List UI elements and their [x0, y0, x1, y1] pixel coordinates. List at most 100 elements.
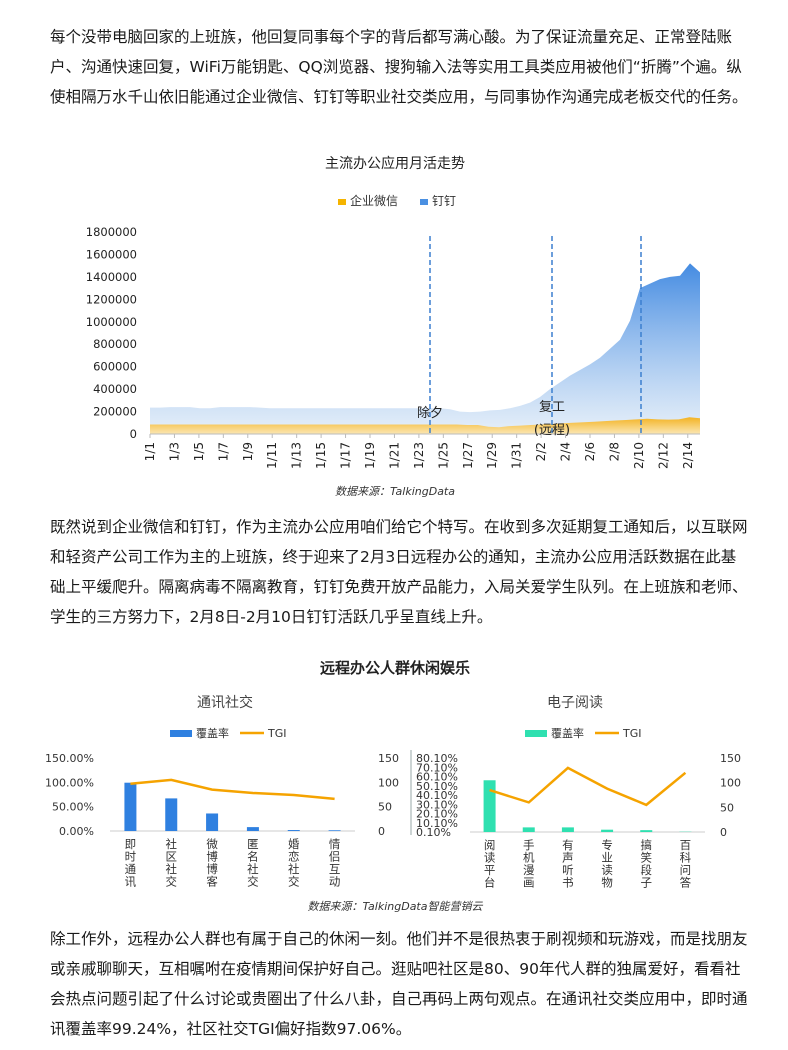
category-label-char: 恋	[288, 850, 300, 864]
category-label-char: 动	[329, 875, 341, 889]
category-label-char: 台	[484, 876, 496, 890]
bar-2	[561, 827, 574, 832]
x-tick-label: 2/8	[607, 442, 621, 461]
area-wecom	[150, 417, 700, 434]
category-label-char: 交	[247, 875, 259, 889]
category-label-char: 搞	[641, 838, 653, 852]
tgi-line	[130, 778, 335, 801]
category-label-char: 交	[288, 875, 300, 889]
bar-1	[165, 798, 178, 831]
category-label-char: 阅	[484, 838, 496, 852]
intro-paragraph: 每个没带电脑回家的上班族，他回复同事每个字的背后都写满心酸。为了保证流量充足、正…	[50, 28, 748, 106]
right-tick-label: 0	[378, 825, 385, 838]
x-tick-label: 2/14	[681, 442, 695, 469]
category-label-char: 通	[125, 862, 137, 876]
source-note-2: 数据来源：TalkingData智能营销云	[307, 900, 483, 913]
source-note-1: 数据来源：TalkingData	[334, 485, 455, 498]
left-tick-label: 30.10%	[416, 798, 458, 811]
category-label-char: 业	[601, 851, 613, 865]
category-label-char: 子	[641, 876, 653, 890]
reading-chart-title: 电子阅读	[547, 695, 603, 711]
bar-5	[328, 830, 341, 831]
y-tick-label: 1600000	[86, 247, 137, 261]
y-tick-label: 600000	[93, 360, 137, 374]
x-tick-label: 1/27	[461, 442, 475, 469]
legend-bar-label: 覆盖率	[551, 726, 584, 740]
legend-line-label: TGI	[622, 727, 642, 740]
category-label-char: 段	[641, 863, 653, 877]
category-label-char: 画	[523, 876, 535, 890]
x-tick-label: 2/2	[534, 442, 548, 461]
category-label-char: 书	[562, 876, 574, 890]
x-tick-label: 1/11	[265, 442, 279, 469]
legend-swatch-1	[420, 199, 428, 205]
y-tick-label: 200000	[93, 405, 137, 419]
bar-3	[246, 827, 259, 831]
category-label-char: 有	[562, 838, 574, 852]
bar-2	[206, 813, 219, 831]
social-chart: 覆盖率 TGI 150.00% 100.00% 50.00% 0.00% 150 100 50 0…	[45, 726, 399, 889]
category-label-char: 博	[206, 862, 218, 876]
category-label-char: 专	[601, 838, 613, 852]
y-tick-label: 1800000	[86, 225, 137, 239]
category-label-char: 社	[288, 862, 300, 876]
x-tick-label: 1/3	[167, 442, 181, 461]
x-tick-label: 1/19	[363, 442, 377, 469]
legend-swatch-0	[338, 199, 346, 205]
left-tick-label: 0.00%	[59, 825, 94, 838]
office-app-paragraph: 既然说到企业微信和钉钉，作为主流办公应用咱们给它个特写。在收到多次延期复工通知后…	[50, 518, 748, 626]
trend-chart: 企业微信 钉钉 1800000 1600000 1400000 1200000 10000…	[86, 193, 700, 469]
bar-4	[287, 830, 300, 831]
category-label-char: 婚	[288, 837, 300, 851]
category-label-char: 社	[247, 862, 259, 876]
right-tick-label: 0	[720, 826, 727, 839]
y-tick-label: 1000000	[86, 315, 137, 329]
category-label-char: 侣	[329, 850, 341, 864]
right-tick-label: 150	[378, 752, 399, 765]
bar-0	[124, 782, 137, 831]
y-tick-label: 400000	[93, 382, 137, 396]
left-tick-label: 100.00%	[45, 776, 94, 789]
annotation-label: 复工	[539, 400, 565, 415]
left-tick-label: 40.10%	[416, 789, 458, 802]
category-label-char: 讯	[125, 875, 137, 889]
right-tick-label: 100	[378, 776, 399, 789]
bar-1	[522, 827, 535, 832]
category-label-char: 听	[562, 863, 574, 877]
social-chart-title: 通讯社交	[197, 695, 253, 711]
category-label-char: 平	[484, 863, 496, 877]
section-title: 远程办公人群休闲娱乐	[319, 659, 470, 677]
category-label-char: 社	[166, 837, 178, 851]
x-tick-label: 1/1	[143, 442, 157, 461]
category-label-char: 百	[680, 838, 692, 852]
x-tick-label: 1/31	[510, 442, 524, 469]
category-label-char: 情	[329, 837, 341, 851]
category-label-char: 物	[601, 876, 613, 890]
x-tick-label: 2/6	[583, 442, 597, 461]
category-label-char: 博	[206, 850, 218, 864]
y-tick-label: 1400000	[86, 270, 137, 284]
left-tick-label: 70.10%	[416, 761, 458, 774]
right-tick-label: 150	[720, 752, 741, 765]
y-tick-label: 800000	[93, 337, 137, 351]
x-tick-label: 1/7	[216, 442, 230, 461]
leisure-paragraph: 除工作外，远程办公人群也有属于自己的休闲一刻。他们并不是很热衷于刷视频和玩游戏，…	[50, 930, 748, 1038]
left-tick-label: 0.10%	[416, 826, 451, 839]
left-tick-label: 60.10%	[416, 771, 458, 784]
reading-chart: 覆盖率 TGI 80.10%70.10%60.10%50.10%40.10%30.1…	[410, 726, 741, 890]
category-label-char: 科	[680, 851, 692, 865]
area-dingtalk	[150, 263, 700, 434]
category-label-char: 声	[562, 851, 574, 865]
category-label-char: 手	[523, 838, 535, 852]
x-tick-label: 2/10	[632, 442, 646, 469]
x-tick-label: 1/9	[241, 442, 255, 461]
x-tick-label: 2/4	[559, 442, 573, 461]
category-label-char: 微	[206, 837, 218, 851]
x-tick-label: 1/29	[485, 442, 499, 469]
x-tick-label: 1/15	[314, 442, 328, 469]
x-tick-label: 1/25	[436, 442, 450, 469]
x-tick-label: 1/13	[290, 442, 304, 469]
right-tick-label: 50	[378, 801, 392, 814]
category-label-char: 社	[166, 862, 178, 876]
bar-4	[640, 830, 653, 832]
